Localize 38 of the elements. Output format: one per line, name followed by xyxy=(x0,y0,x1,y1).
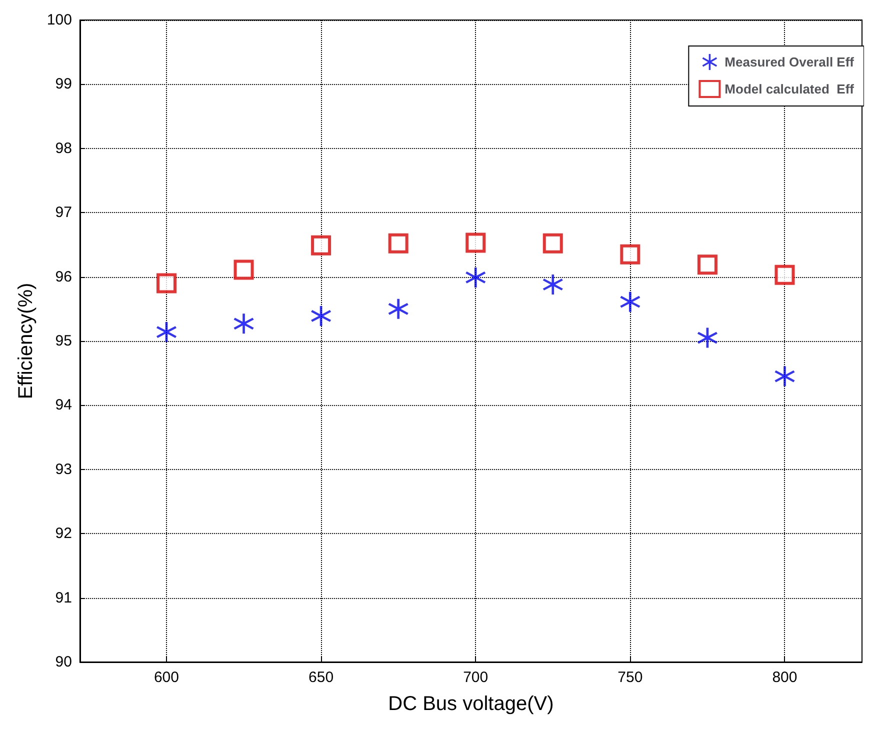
point xyxy=(466,232,486,253)
y-tick-label: 94 xyxy=(55,396,72,414)
point xyxy=(311,306,332,326)
x-tick-label: 600 xyxy=(154,669,179,686)
y-tick-label: 96 xyxy=(55,268,72,286)
point xyxy=(620,292,640,312)
x-tick-label: 700 xyxy=(463,669,488,686)
point xyxy=(234,260,254,280)
point xyxy=(156,322,176,342)
legend-label: Model calculated Eff xyxy=(724,82,855,96)
y-tick-label: 98 xyxy=(55,140,72,157)
point xyxy=(774,264,795,285)
point xyxy=(388,233,408,254)
point xyxy=(697,328,718,348)
y-tick-label: 92 xyxy=(55,525,72,542)
x-tick-label: 650 xyxy=(308,669,334,686)
point xyxy=(542,274,563,295)
y-axis-title: Efficiency(%) xyxy=(15,282,37,400)
y-tick-label: 99 xyxy=(55,76,72,93)
point xyxy=(388,298,408,319)
y-tick-label: 91 xyxy=(55,589,72,606)
x-tick-label: 800 xyxy=(772,669,798,686)
point xyxy=(542,233,563,254)
x-axis-title: DC Bus voltage(V) xyxy=(388,693,554,715)
y-tick-label: 93 xyxy=(55,460,72,478)
point xyxy=(466,267,486,288)
point xyxy=(234,314,254,334)
point xyxy=(620,244,640,264)
y-tick-label: 100 xyxy=(46,12,72,28)
point xyxy=(774,366,795,386)
legend-label: Measured Overall Eff xyxy=(724,54,855,70)
y-tick-label: 90 xyxy=(55,654,72,670)
point xyxy=(311,235,332,256)
y-tick-label: 95 xyxy=(55,332,72,350)
point xyxy=(156,273,176,294)
y-tick-label: 97 xyxy=(55,204,72,222)
x-tick-label: 750 xyxy=(618,669,643,686)
point xyxy=(697,254,718,275)
